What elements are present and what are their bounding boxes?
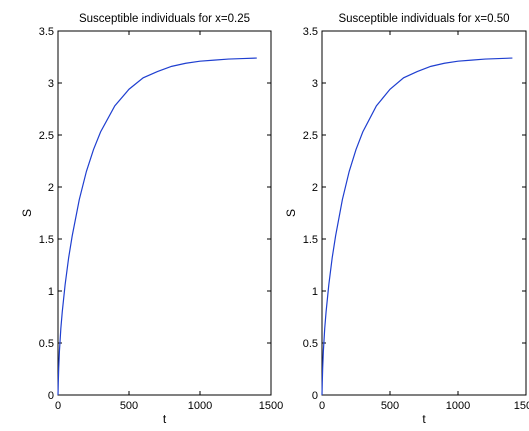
y-tick-label: 0.5 — [39, 338, 54, 350]
y-tick-label: 0.5 — [303, 338, 318, 350]
y-tick-label: 2.5 — [39, 130, 54, 142]
y-tick-label: 2.5 — [303, 130, 318, 142]
y-tick-label: 1 — [48, 286, 54, 298]
plot-area-frame — [57, 30, 272, 396]
y-tick-label: 3.5 — [39, 26, 54, 38]
y-tick-label: 1 — [312, 286, 318, 298]
y-tick-label: 1.5 — [303, 234, 318, 246]
y-tick-label: 0 — [312, 390, 318, 402]
x-tick-label: 1000 — [446, 400, 470, 412]
subplot-1: Susceptible individuals for x=0.250 500 10… — [20, 13, 283, 426]
x-tick-label: 500 — [120, 400, 138, 412]
y-axis-label: S — [20, 209, 34, 217]
chart-title: Susceptible individuals for x=0.50 — [338, 13, 509, 25]
series-line-1 — [321, 57, 513, 396]
x-tick-label: 1500 — [514, 400, 529, 412]
plot-area-frame — [321, 30, 527, 396]
y-axis-label: S — [284, 209, 298, 217]
y-tick-label: 2 — [312, 182, 318, 194]
y-tick-label: 2 — [48, 182, 54, 194]
x-tick-label: 0 — [55, 400, 61, 412]
x-tick-label: 0 — [319, 400, 325, 412]
y-tick-label: 3.5 — [303, 26, 318, 38]
y-tick-label: 3 — [48, 78, 54, 90]
subplot-2: Susceptible individuals for x=0.500 500 10… — [284, 13, 529, 426]
x-axis-label: t — [163, 412, 167, 426]
x-tick-label: 500 — [381, 400, 399, 412]
x-axis-label: t — [422, 412, 426, 426]
chart-title: Susceptible individuals for x=0.25 — [79, 13, 250, 25]
x-tick-label: 1500 — [259, 400, 283, 412]
y-tick-label: 1.5 — [39, 234, 54, 246]
x-tick-label: 1000 — [188, 400, 212, 412]
y-tick-label: 3 — [312, 78, 318, 90]
y-tick-label: 0 — [48, 390, 54, 402]
series-line-1 — [57, 57, 257, 396]
